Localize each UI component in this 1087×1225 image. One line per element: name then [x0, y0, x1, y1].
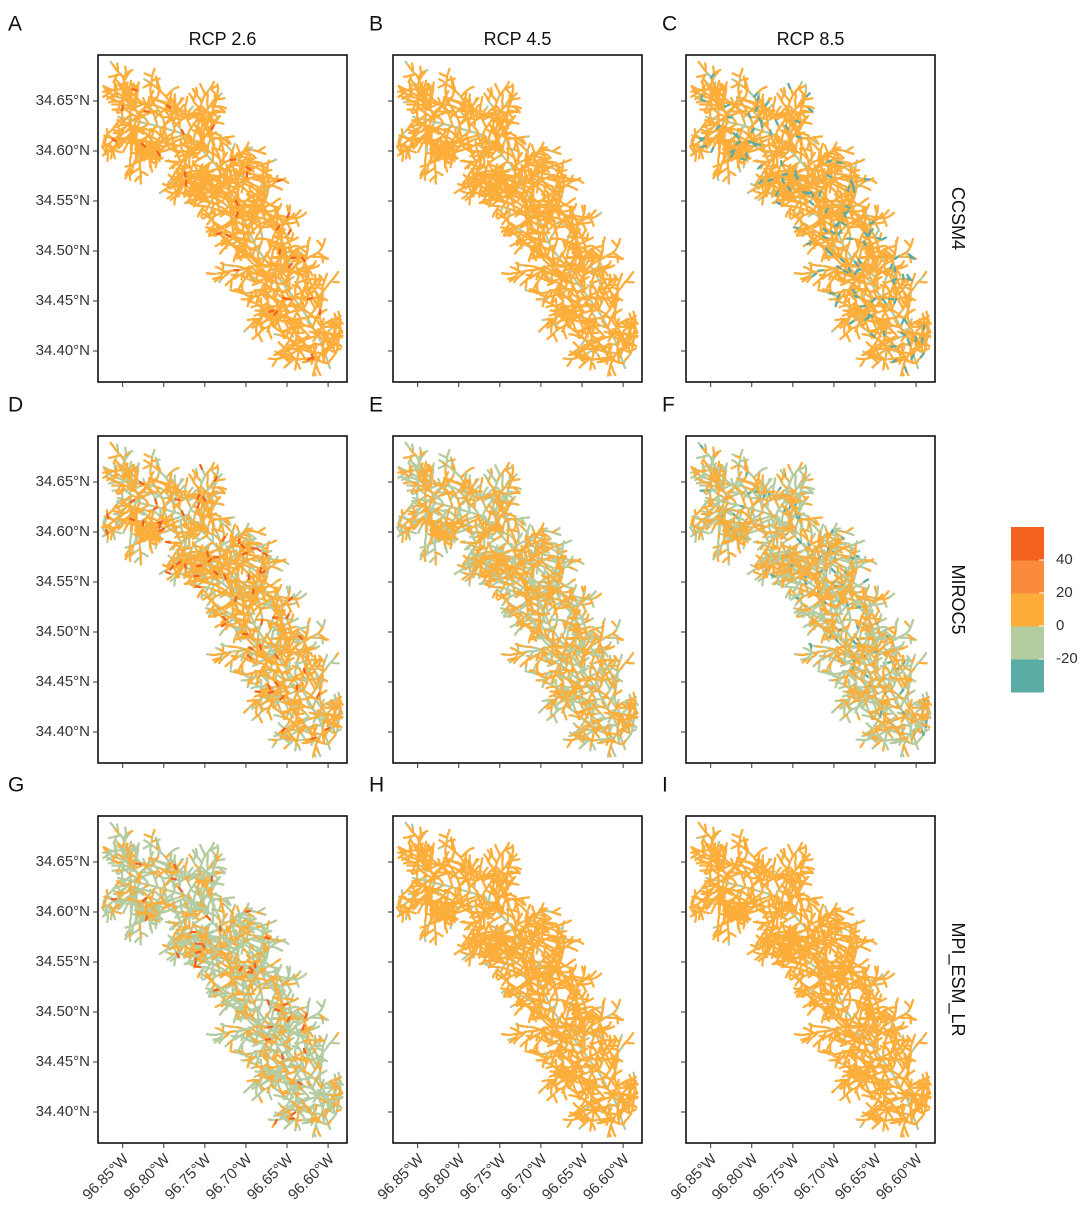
- y-tick-label: 34.55°N: [36, 953, 90, 970]
- river: [111, 88, 322, 362]
- y-tick-label: 34.50°N: [36, 1003, 90, 1020]
- panel-border: [97, 54, 348, 383]
- y-tick-label: 34.60°N: [36, 523, 90, 540]
- y-tick-label: 34.45°N: [36, 673, 90, 690]
- y-tick-label: 34.55°N: [36, 192, 90, 209]
- y-tick-label: 34.65°N: [36, 92, 90, 109]
- legend-tick-label: 0: [1056, 617, 1064, 634]
- legend-swatch: [1011, 560, 1044, 594]
- x-tick-label: 96.60°W: [580, 1150, 633, 1203]
- y-tick-label: 34.65°N: [36, 473, 90, 490]
- legend-tick-label: 40: [1056, 551, 1073, 568]
- legend-swatch: [1011, 626, 1044, 660]
- river: [698, 73, 926, 373]
- river: [395, 62, 639, 377]
- row-title: MPI_ESM_LR: [947, 922, 968, 1036]
- map-panel: [688, 60, 932, 377]
- x-tick-label: 96.60°W: [285, 1150, 338, 1203]
- river: [100, 441, 344, 758]
- river: [105, 463, 331, 741]
- river: [690, 446, 932, 758]
- legend-swatch: [1011, 659, 1044, 693]
- y-tick-label: 34.45°N: [36, 1053, 90, 1070]
- x-tick-label: 96.60°W: [873, 1150, 926, 1203]
- river: [397, 448, 639, 758]
- y-tick-label: 34.55°N: [36, 573, 90, 590]
- row-title: CCSM4: [948, 187, 968, 250]
- column-title: RCP 2.6: [189, 29, 257, 49]
- y-tick-label: 34.60°N: [36, 903, 90, 920]
- map-panel: [100, 60, 344, 377]
- panel-label: F: [662, 394, 675, 417]
- panel-label: A: [8, 13, 22, 36]
- panel-label: G: [8, 774, 24, 797]
- panel-label: D: [8, 394, 23, 417]
- panel-border: [392, 435, 643, 764]
- river: [688, 441, 932, 758]
- river: [100, 821, 344, 1138]
- column-title: RCP 4.5: [484, 29, 552, 49]
- river: [100, 62, 344, 377]
- panel-border: [392, 54, 643, 383]
- map-panel: [100, 821, 344, 1138]
- panel-border: [685, 54, 936, 383]
- panel-label: C: [662, 13, 677, 36]
- map-panel: [395, 821, 639, 1138]
- y-tick-label: 34.65°N: [36, 853, 90, 870]
- river: [101, 828, 344, 1138]
- y-tick-label: 34.40°N: [36, 342, 90, 359]
- panel-border: [97, 435, 348, 764]
- map-panel: [395, 441, 639, 758]
- map-panel: [395, 60, 639, 377]
- legend-tick-label: 20: [1056, 584, 1073, 601]
- panel-label: E: [369, 394, 383, 417]
- panel-label: B: [369, 13, 383, 36]
- panel-border: [685, 435, 936, 764]
- column-title: RCP 8.5: [777, 29, 845, 49]
- y-tick-label: 34.40°N: [36, 1103, 90, 1120]
- map-panel: [100, 441, 344, 758]
- river: [395, 824, 639, 1138]
- river: [688, 60, 932, 377]
- y-tick-label: 34.40°N: [36, 723, 90, 740]
- legend-tick-label: -20: [1056, 650, 1078, 667]
- y-tick-label: 34.50°N: [36, 242, 90, 259]
- map-panel: [688, 821, 932, 1138]
- panel-border: [97, 815, 348, 1144]
- map-panel: [688, 441, 932, 758]
- panel-border: [685, 815, 936, 1144]
- y-tick-label: 34.50°N: [36, 623, 90, 640]
- river: [110, 862, 308, 1125]
- panel-label: H: [369, 774, 384, 797]
- row-title: MIROC5: [948, 564, 968, 634]
- panel-label: I: [662, 774, 668, 797]
- legend-swatch: [1011, 593, 1044, 627]
- legend-swatch: [1011, 527, 1044, 561]
- y-tick-label: 34.60°N: [36, 142, 90, 159]
- y-tick-label: 34.45°N: [36, 292, 90, 309]
- river: [688, 821, 932, 1138]
- panel-border: [392, 815, 643, 1144]
